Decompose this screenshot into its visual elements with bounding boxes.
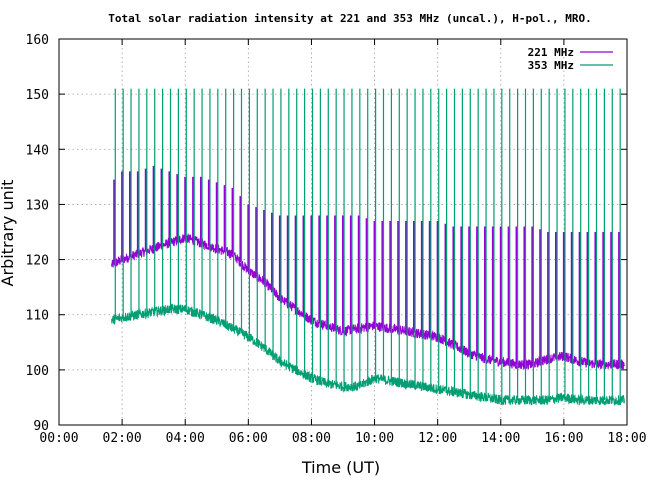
x-tick-label: 02:00	[103, 431, 142, 446]
x-tick-label: 06:00	[229, 431, 268, 446]
x-tick-label: 14:00	[481, 431, 520, 446]
chart-title: Total solar radiation intensity at 221 a…	[108, 12, 591, 25]
x-tick-label: 08:00	[292, 431, 331, 446]
y-axis-label: Arbitrary unit	[0, 180, 17, 287]
y-tick-label: 100	[26, 364, 49, 379]
x-tick-label: 16:00	[544, 431, 583, 446]
legend-label: 353 MHz	[528, 59, 574, 72]
y-tick-label: 160	[26, 33, 49, 48]
y-tick-label: 90	[33, 419, 49, 434]
x-tick-label: 00:00	[39, 431, 78, 446]
y-tick-label: 110	[26, 309, 49, 324]
series-221mhz	[111, 165, 625, 371]
legend-label: 221 MHz	[528, 46, 574, 59]
y-tick-label: 130	[26, 198, 49, 213]
x-axis-label: Time (UT)	[301, 458, 380, 477]
plot-frame	[58, 38, 628, 426]
x-axis-ticks: 00:00 02:00 04:00 06:00 08:00 10:00 12:00 14:00…	[39, 39, 647, 446]
x-tick-label: 18:00	[607, 431, 646, 446]
x-tick-label: 10:00	[355, 431, 394, 446]
x-tick-label: 04:00	[166, 431, 205, 446]
y-tick-label: 120	[26, 254, 49, 269]
series-353mhz	[111, 88, 625, 407]
y-axis-ticks: 90 100 110 120 130 140 150 160	[26, 33, 627, 434]
y-tick-label: 140	[26, 143, 49, 158]
x-tick-label: 12:00	[418, 431, 457, 446]
plot-series	[111, 88, 625, 407]
y-tick-label: 150	[26, 88, 49, 103]
